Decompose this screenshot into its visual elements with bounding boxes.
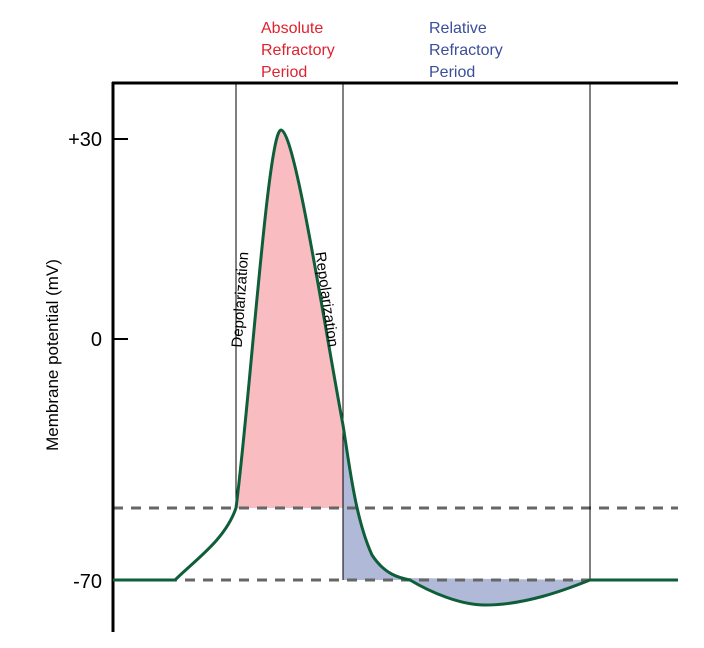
depolarization-label: Depolarization (229, 251, 253, 348)
action-potential-curve (113, 128, 678, 607)
title-line: Refractory (261, 42, 335, 59)
tick-label: 0 (91, 329, 102, 351)
title-line: Relative (429, 20, 487, 37)
title-line: Period (261, 64, 307, 81)
tick-label: +30 (68, 129, 102, 151)
title-line: Period (429, 64, 475, 81)
absolute-refractory-title: Absolute Refractory Period (261, 20, 335, 81)
title-line: Absolute (261, 20, 323, 37)
relative-refractory-fill (343, 425, 590, 605)
title-line: Refractory (429, 42, 503, 59)
y-axis-label: Membrane potential (mV) (43, 259, 62, 451)
tick-label: -70 (73, 571, 102, 593)
relative-refractory-title: Relative Refractory Period (429, 20, 503, 81)
